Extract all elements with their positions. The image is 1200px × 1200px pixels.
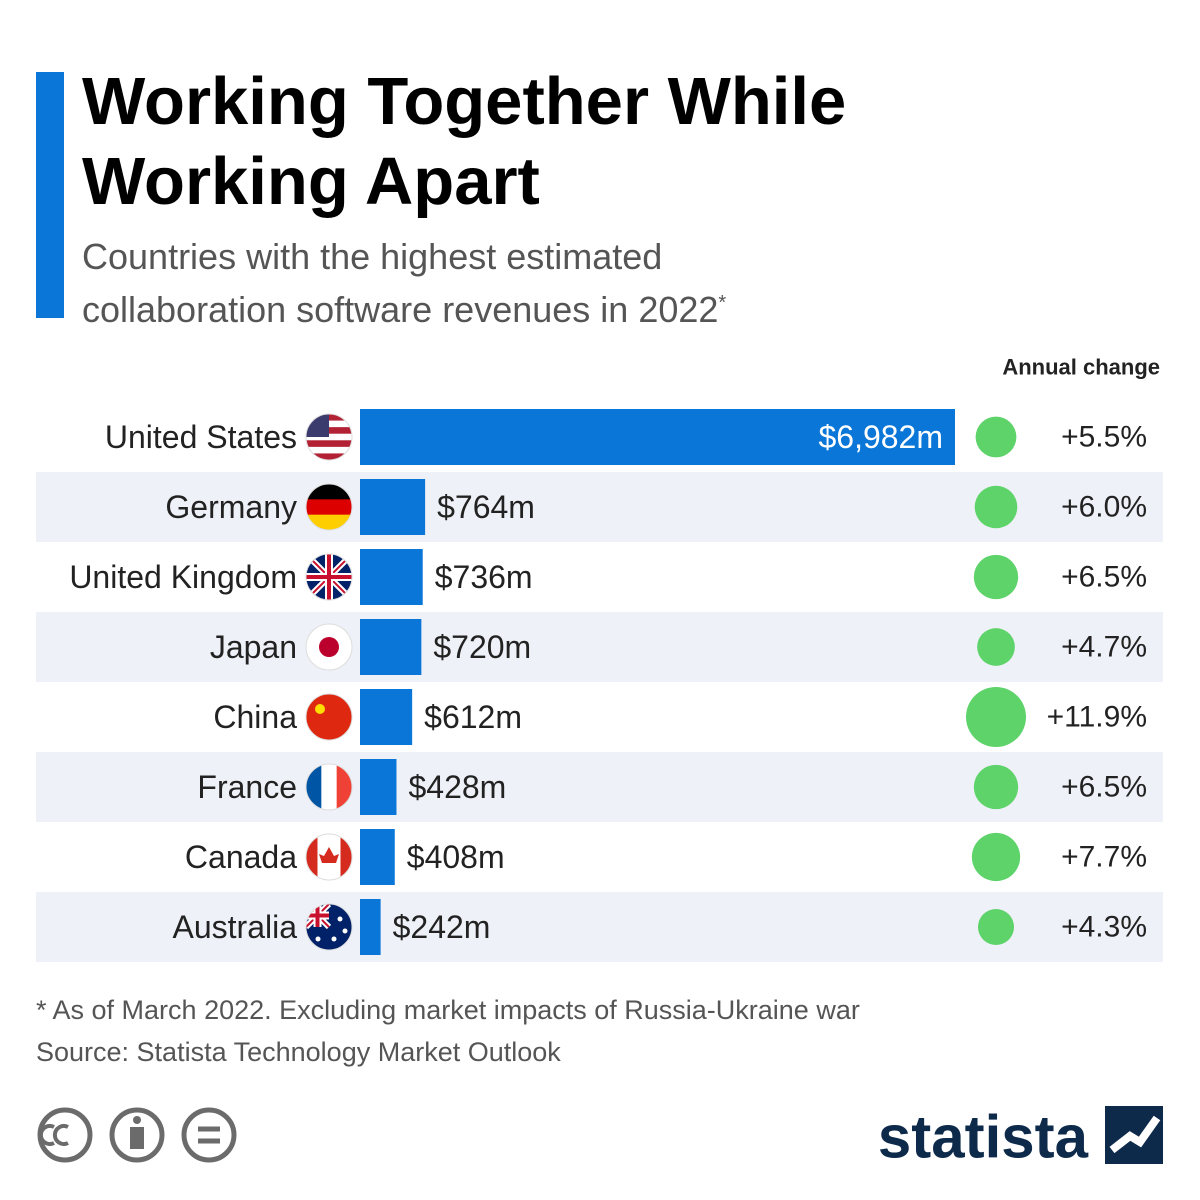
chart-subtitle: Countries with the highest estimated col… bbox=[82, 234, 872, 333]
change-label: +4.3% bbox=[1061, 911, 1147, 944]
value-label: $428m bbox=[408, 769, 506, 805]
flag-stripe bbox=[306, 453, 352, 460]
value-label: $736m bbox=[435, 559, 533, 595]
flag-outline bbox=[305, 553, 353, 601]
change-label: +5.5% bbox=[1061, 421, 1147, 454]
category-label: Canada bbox=[185, 839, 297, 875]
bar bbox=[360, 549, 423, 605]
bar bbox=[360, 829, 395, 885]
flag-stripe bbox=[306, 446, 352, 454]
change-label: +11.9% bbox=[1047, 701, 1147, 734]
bar bbox=[360, 409, 955, 465]
footnote: * As of March 2022. Excluding market imp… bbox=[36, 995, 860, 1025]
change-bubble bbox=[975, 416, 1017, 458]
change-label: +6.0% bbox=[1061, 491, 1147, 524]
value-label: $242m bbox=[393, 909, 491, 945]
flag-star bbox=[337, 916, 343, 922]
flag-stripe bbox=[306, 484, 352, 500]
flag-outline bbox=[305, 413, 353, 461]
change-bubble bbox=[977, 908, 1015, 946]
flag bbox=[306, 624, 352, 670]
bar bbox=[360, 689, 413, 745]
change-bubble bbox=[973, 764, 1019, 810]
category-label: Australia bbox=[173, 909, 298, 945]
flag bbox=[306, 484, 352, 530]
value-label: $764m bbox=[437, 489, 535, 525]
source: Source: Statista Technology Market Outlo… bbox=[36, 1037, 561, 1067]
category-label: United States bbox=[105, 419, 297, 455]
row-band bbox=[36, 612, 1163, 682]
bar bbox=[360, 619, 422, 675]
value-label: $612m bbox=[424, 699, 522, 735]
category-label: Japan bbox=[210, 629, 297, 665]
flag-star bbox=[331, 936, 337, 942]
change-bubble bbox=[974, 485, 1018, 529]
flag-cross bbox=[306, 554, 352, 600]
category-label: China bbox=[213, 699, 297, 735]
flag bbox=[306, 834, 352, 880]
category-label: United Kingdom bbox=[69, 559, 297, 595]
flag-outline bbox=[305, 693, 353, 741]
value-label: $408m bbox=[407, 839, 505, 875]
value-label: $6,982m bbox=[818, 419, 943, 455]
category-label: Germany bbox=[165, 489, 297, 525]
flag-leaf bbox=[319, 847, 339, 863]
logo: statista bbox=[878, 1104, 1089, 1171]
flag-stripe bbox=[321, 764, 338, 810]
change-label: +7.7% bbox=[1061, 841, 1147, 874]
subtitle-marker: * bbox=[718, 292, 727, 314]
subtitle-text: Countries with the highest estimated col… bbox=[82, 236, 719, 330]
change-bubble bbox=[977, 628, 1015, 666]
flag-stripe bbox=[306, 764, 322, 810]
logo-mark bbox=[1105, 1106, 1163, 1164]
row-band bbox=[36, 892, 1163, 962]
flag-stripe bbox=[340, 834, 352, 880]
flag-outline bbox=[305, 763, 353, 811]
bar bbox=[360, 759, 397, 815]
flag-cross bbox=[306, 904, 329, 927]
change-bubble bbox=[971, 832, 1021, 882]
flag-outline bbox=[305, 623, 353, 671]
flag-stripe bbox=[306, 499, 352, 516]
flag-outline bbox=[305, 483, 353, 531]
flag-disc bbox=[319, 637, 339, 657]
flag bbox=[306, 554, 352, 600]
change-label: +6.5% bbox=[1061, 771, 1147, 804]
flag bbox=[306, 694, 352, 740]
flag-outline bbox=[305, 903, 353, 951]
flag-stripe bbox=[306, 514, 352, 530]
chart-title: Working Together While Working Apart bbox=[82, 64, 847, 219]
category-label: France bbox=[197, 769, 297, 805]
flag-stripe bbox=[336, 764, 352, 810]
accent-bar bbox=[36, 72, 64, 318]
flag-stripe bbox=[306, 433, 352, 441]
value-label: $720m bbox=[433, 629, 531, 665]
flag-star bbox=[315, 936, 321, 942]
change-label: +6.5% bbox=[1061, 561, 1147, 594]
bar bbox=[360, 479, 426, 535]
change-bubble bbox=[973, 554, 1019, 600]
flag-outline bbox=[305, 833, 353, 881]
bar bbox=[360, 899, 381, 955]
annual-change-header: Annual change bbox=[1002, 355, 1160, 380]
change-bubble bbox=[966, 687, 1026, 747]
flag-star bbox=[315, 704, 325, 714]
flag bbox=[306, 764, 352, 810]
flag-stripe bbox=[306, 440, 352, 448]
flag-star bbox=[342, 928, 348, 934]
flag bbox=[306, 904, 352, 950]
change-label: +4.7% bbox=[1061, 631, 1147, 664]
flag-stripe bbox=[306, 694, 352, 740]
license-icons bbox=[37, 1107, 237, 1163]
